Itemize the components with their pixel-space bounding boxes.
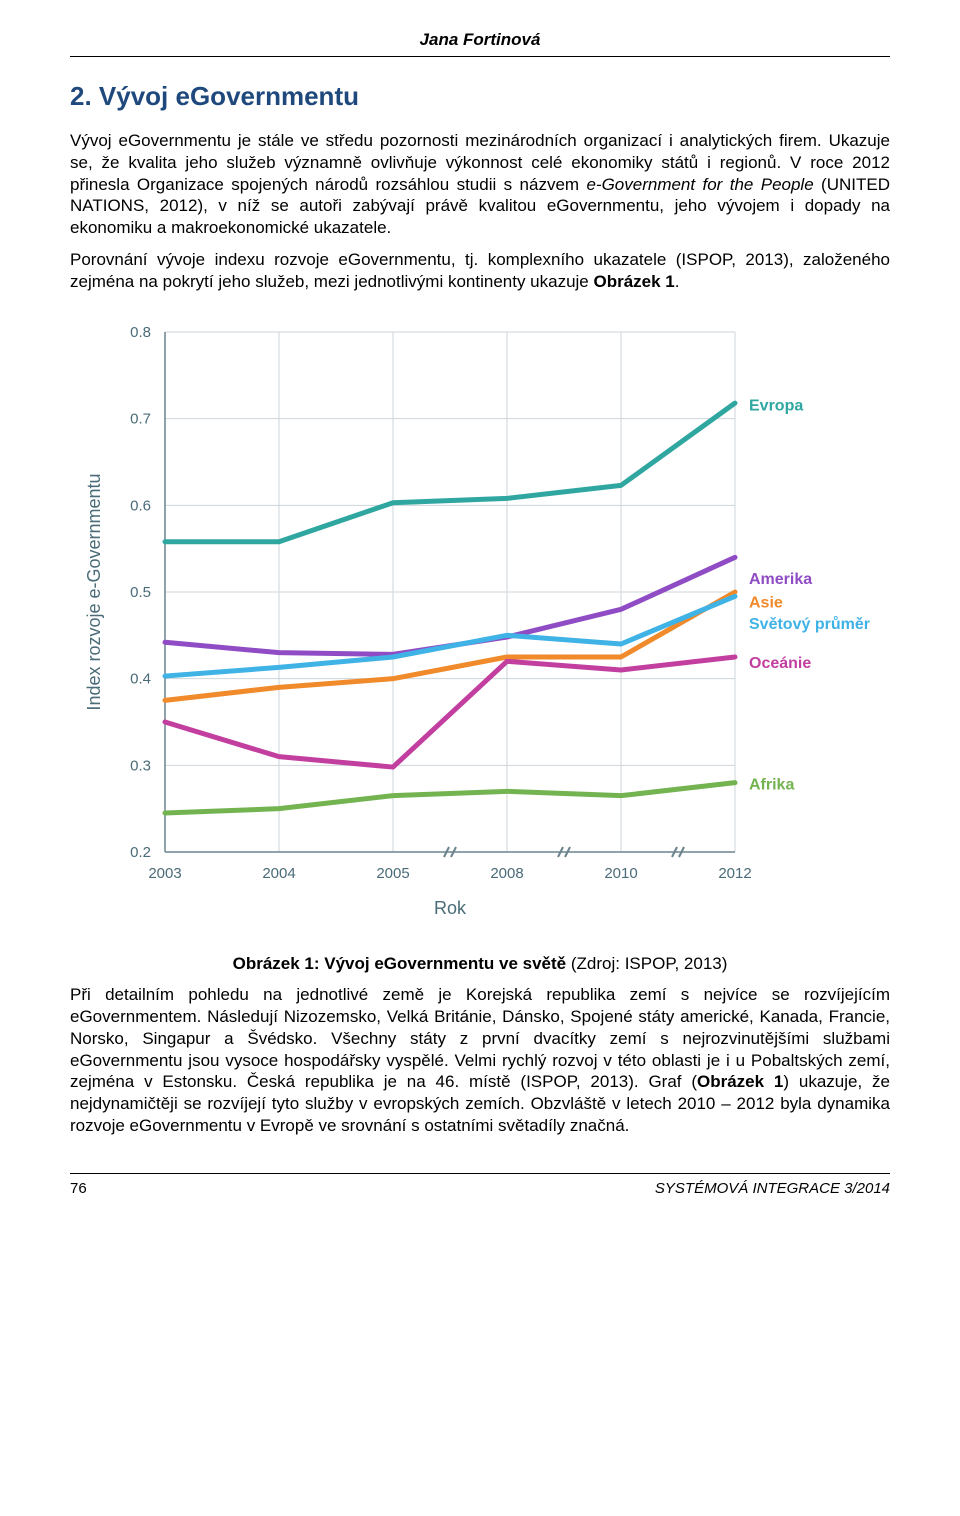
caption-bold: Obrázek 1: Vývoj eGovernmentu ve světě bbox=[233, 954, 571, 973]
svg-text:2010: 2010 bbox=[604, 865, 637, 882]
chart-figure: 0.2 0.3 0.4 0.5 0.6 0.7 0.8 2003 2004 2005 2008 201… bbox=[70, 312, 890, 932]
p1-italic: e-Government for the People bbox=[586, 175, 813, 194]
p2-text-b: . bbox=[675, 272, 680, 291]
p2-bold: Obrázek 1 bbox=[594, 272, 675, 291]
p2-text-a: Porovnání vývoje indexu rozvoje eGovernm… bbox=[70, 250, 890, 291]
author-name: Jana Fortinová bbox=[70, 30, 890, 50]
svg-text:0.7: 0.7 bbox=[130, 411, 151, 428]
svg-text:Rok: Rok bbox=[434, 898, 467, 918]
figure-caption: Obrázek 1: Vývoj eGovernmentu ve světě (… bbox=[70, 954, 890, 974]
p3-bold: Obrázek 1 bbox=[697, 1072, 783, 1091]
svg-text:Amerika: Amerika bbox=[749, 571, 812, 588]
svg-text:0.2: 0.2 bbox=[130, 844, 151, 861]
page-footer: 76 SYSTÉMOVÁ INTEGRACE 3/2014 bbox=[70, 1173, 890, 1197]
svg-text:Světový průměr: Světový průměr bbox=[749, 616, 870, 633]
line-chart: 0.2 0.3 0.4 0.5 0.6 0.7 0.8 2003 2004 2005 2008 201… bbox=[70, 312, 890, 932]
svg-text:2005: 2005 bbox=[376, 865, 409, 882]
svg-text:0.6: 0.6 bbox=[130, 498, 151, 515]
page-number: 76 bbox=[70, 1180, 87, 1197]
svg-text:0.8: 0.8 bbox=[130, 324, 151, 341]
svg-text:0.4: 0.4 bbox=[130, 671, 151, 688]
svg-text:Asie: Asie bbox=[749, 595, 783, 612]
svg-text:Evropa: Evropa bbox=[749, 398, 803, 415]
footer-rule bbox=[70, 1173, 890, 1174]
caption-plain: (Zdroj: ISPOP, 2013) bbox=[571, 954, 728, 973]
paragraph-3: Při detailním pohledu na jednotlivé země… bbox=[70, 984, 890, 1136]
paragraph-1: Vývoj eGovernmentu je stále ve středu po… bbox=[70, 130, 890, 239]
svg-text:2008: 2008 bbox=[490, 865, 523, 882]
paragraph-2: Porovnání vývoje indexu rozvoje eGovernm… bbox=[70, 249, 890, 293]
svg-text:2012: 2012 bbox=[718, 865, 751, 882]
svg-text:Afrika: Afrika bbox=[749, 777, 794, 794]
svg-text:0.5: 0.5 bbox=[130, 584, 151, 601]
top-rule bbox=[70, 56, 890, 57]
svg-text:Oceánie: Oceánie bbox=[749, 655, 811, 672]
section-title: 2. Vývoj eGovernmentu bbox=[70, 81, 890, 112]
journal-issue: SYSTÉMOVÁ INTEGRACE 3/2014 bbox=[655, 1180, 890, 1197]
svg-text:0.3: 0.3 bbox=[130, 758, 151, 775]
svg-text:2003: 2003 bbox=[148, 865, 181, 882]
svg-text:2004: 2004 bbox=[262, 865, 295, 882]
svg-text:Index rozvoje e-Governmentu: Index rozvoje e-Governmentu bbox=[84, 474, 104, 711]
